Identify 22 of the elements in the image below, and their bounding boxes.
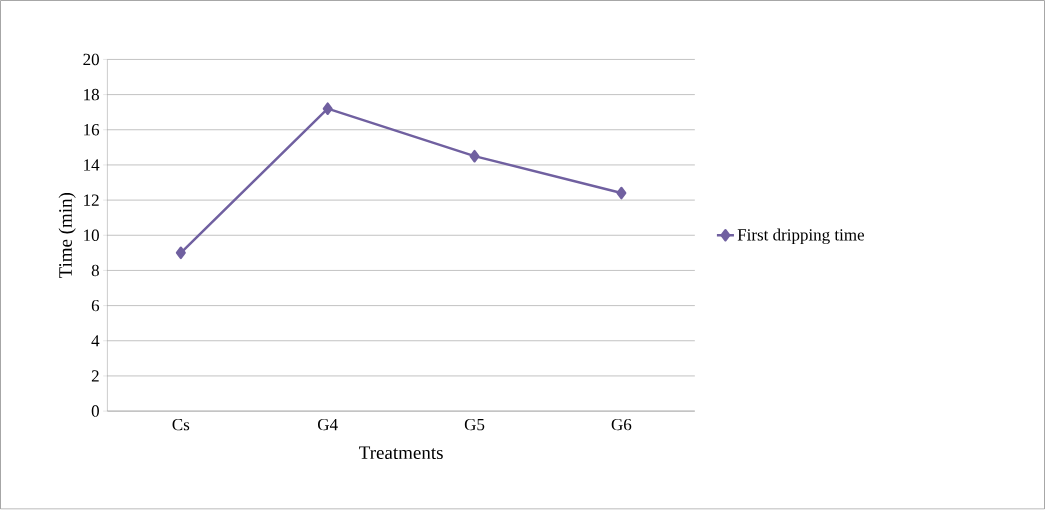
y-tick-label: 6 [91, 300, 100, 312]
x-tick-label: G4 [318, 419, 338, 431]
point [175, 246, 186, 260]
y-tick-label: 2 [91, 370, 99, 382]
point [616, 187, 627, 200]
y-tick-label: 12 [84, 194, 99, 206]
x-tick-label: Cs [172, 419, 190, 431]
x-tick-label: G5 [464, 419, 485, 431]
point [469, 150, 480, 163]
y-tick-label: 18 [84, 89, 99, 101]
y-tick-label: 14 [84, 159, 100, 171]
y-tick-label: 0 [91, 405, 99, 418]
y-tick-label: 20 [83, 53, 99, 66]
x-axis-title: Treatments [359, 446, 443, 460]
legend-label: First dripping time [737, 228, 865, 245]
y-axis-title: Time (min) [58, 193, 76, 279]
y-tick-label: 16 [84, 124, 100, 136]
y-tick-label: 10 [84, 229, 99, 242]
point [322, 102, 333, 116]
x-tick-label: G6 [611, 419, 632, 431]
y-tick-label: 4 [91, 335, 100, 347]
y-tick-label: 8 [91, 264, 99, 277]
